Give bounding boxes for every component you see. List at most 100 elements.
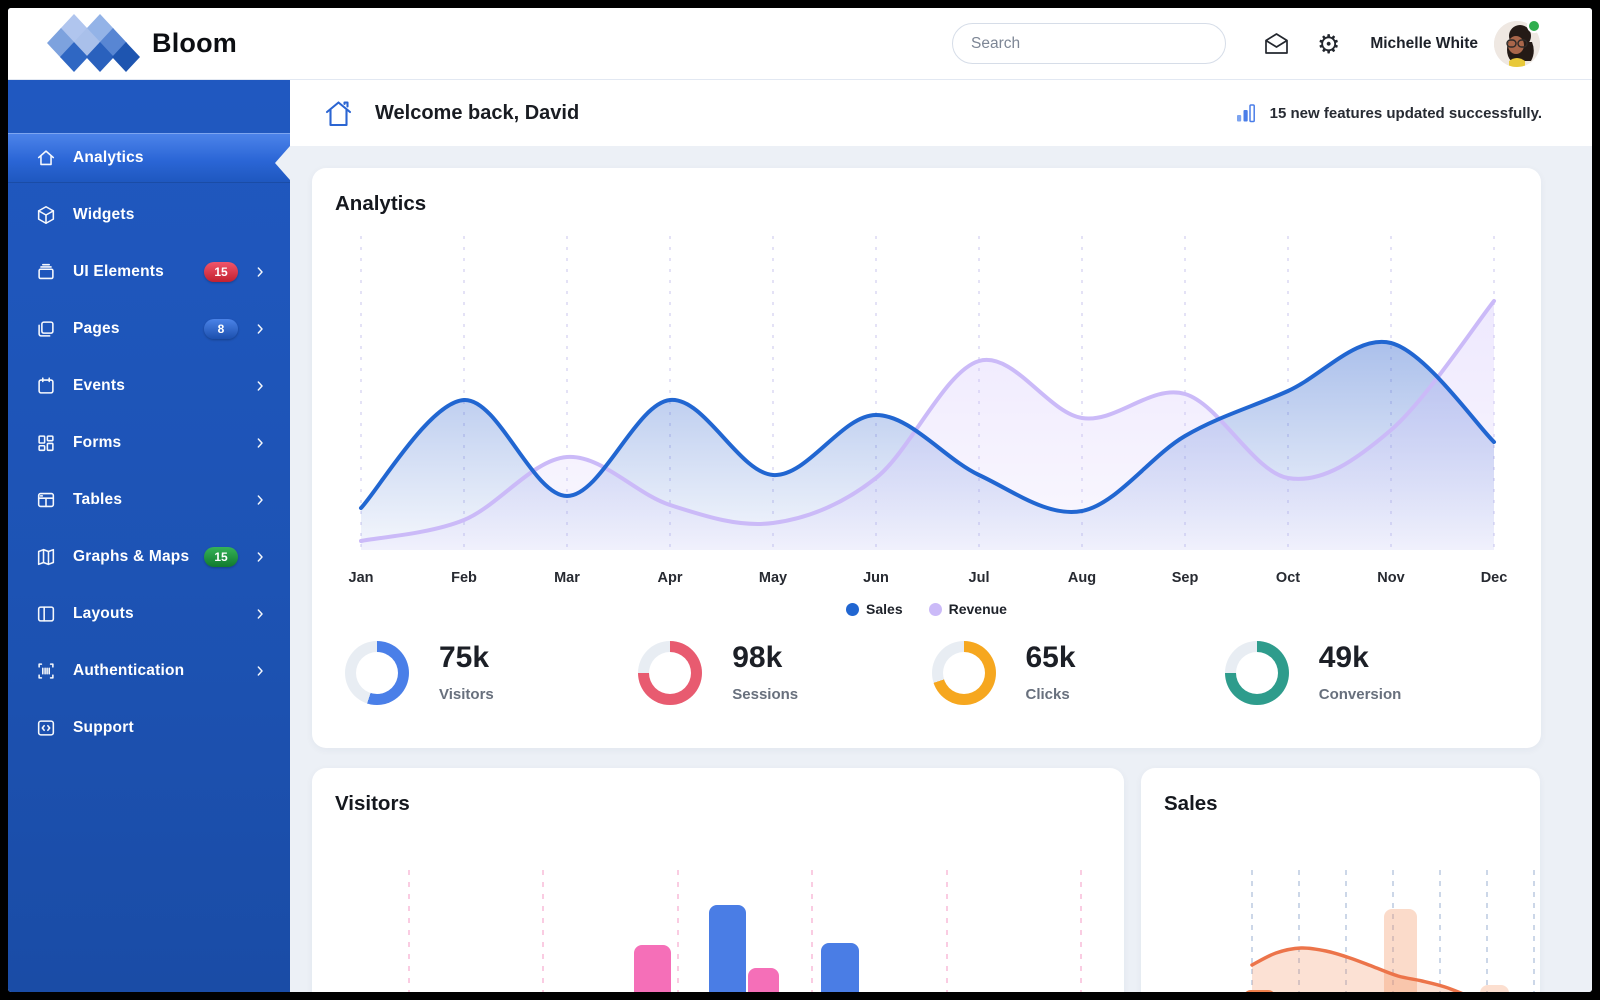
stat-label: Visitors [439, 686, 494, 703]
x-tick-label: Feb [451, 570, 477, 586]
chevron-right-icon [252, 378, 268, 394]
sidebar-item-label: Analytics [73, 148, 144, 166]
stat-clicks: 65k Clicks [931, 641, 1225, 705]
layout-icon [35, 603, 57, 625]
sales-card-title: Sales [1164, 792, 1218, 815]
visitors-card: Visitors [312, 768, 1124, 992]
count-badge: 8 [204, 318, 238, 339]
analytics-card: Analytics Jan Feb Mar Apr May Jun Jul Aug Sep Oct… [312, 168, 1541, 748]
sales-card: Sales [1141, 768, 1540, 992]
chevron-right-icon [252, 492, 268, 508]
visitors-bar-chart [408, 870, 1082, 992]
legend-label: Revenue [948, 601, 1007, 617]
donut-chart [1224, 641, 1289, 705]
avatar[interactable] [1494, 18, 1541, 67]
x-tick-label: Dec [1480, 570, 1508, 586]
legend-item-sales[interactable]: Sales [846, 601, 903, 617]
brand-name: Bloom [152, 28, 237, 58]
search-input[interactable] [952, 23, 1227, 64]
stat-label: Clicks [1025, 686, 1070, 703]
code-icon [35, 717, 57, 739]
sidebar-item-label: Tables [73, 490, 123, 508]
chevron-right-icon [252, 606, 268, 622]
visitors-card-title: Visitors [335, 792, 410, 815]
x-tick-label: Oct [1275, 570, 1301, 586]
sidebar-item-label: Events [73, 376, 126, 394]
sidebar-item-label: Layouts [73, 604, 134, 622]
sidebar-item-layouts[interactable]: Layouts [8, 585, 290, 642]
user-name[interactable]: Michelle White [1370, 34, 1478, 52]
sidebar-item-ui-elements[interactable]: UI Elements 15 [8, 243, 290, 300]
x-tick-label: Jul [968, 570, 990, 586]
sidebar-item-label: UI Elements [73, 262, 164, 280]
count-badge: 15 [204, 546, 238, 567]
welcome-bar: Welcome back, David 15 new features upda… [290, 80, 1592, 146]
sidebar-nav: Analytics Widgets UI Elements 15 Pages 8 Event… [8, 132, 290, 757]
home-icon [325, 100, 352, 126]
donut-chart [638, 641, 703, 705]
legend-label: Sales [866, 601, 903, 617]
chart-legend: Sales Revenue [335, 601, 1518, 617]
brand-logo[interactable]: Bloom [36, 13, 237, 75]
x-tick-label: May [758, 570, 788, 586]
forms-icon [35, 432, 57, 454]
page-title: Welcome back, David [375, 101, 580, 124]
status-message: 15 new features updated successfully. [1269, 104, 1542, 122]
donut-chart [931, 641, 996, 705]
sidebar-item-label: Authentication [73, 661, 185, 679]
topbar: Bloom ⚙ Michelle White [8, 8, 1592, 80]
pages-icon [35, 318, 57, 340]
chevron-right-icon [252, 321, 268, 337]
stats-row: 75k Visitors 98k Sessions 65k Clicks 49k Conver… [335, 641, 1518, 705]
sales-area-chart [1245, 870, 1535, 992]
map-icon [35, 546, 57, 568]
sidebar-item-support[interactable]: Support [8, 699, 290, 756]
stat-value: 75k [439, 641, 490, 674]
x-tick-label: Jun [863, 570, 889, 586]
active-item-pointer [275, 146, 290, 180]
sidebar-item-label: Graphs & Maps [73, 547, 190, 565]
sidebar-item-authentication[interactable]: Authentication [8, 642, 290, 699]
chevron-right-icon [252, 549, 268, 565]
chevron-right-icon [252, 264, 268, 280]
x-tick-label: Mar [554, 570, 580, 586]
bloom-logo-icon [47, 13, 140, 72]
sidebar-item-label: Forms [73, 433, 122, 451]
sidebar-item-label: Pages [73, 319, 120, 337]
table-icon [35, 489, 57, 511]
stat-value: 49k [1318, 641, 1369, 674]
stat-value: 65k [1025, 641, 1076, 674]
stat-label: Conversion [1318, 686, 1402, 703]
sidebar-item-analytics[interactable]: Analytics [8, 132, 290, 183]
online-status-dot [1527, 18, 1541, 33]
sidebar-item-tables[interactable]: Tables [8, 471, 290, 528]
chevron-right-icon [252, 435, 268, 451]
sidebar: Analytics Widgets UI Elements 15 Pages 8 Event… [8, 80, 290, 992]
stat-visitors: 75k Visitors [345, 641, 638, 705]
legend-dot [846, 602, 860, 616]
mail-icon[interactable] [1262, 31, 1291, 56]
x-tick-label: Jan [348, 570, 374, 586]
legend-dot [928, 602, 942, 616]
sidebar-item-graphs-maps[interactable]: Graphs & Maps 15 [8, 528, 290, 585]
analytics-chart-svg [359, 236, 1496, 550]
gear-icon[interactable]: ⚙ [1317, 28, 1341, 59]
x-tick-label: Nov [1377, 570, 1405, 586]
analytics-card-title: Analytics [335, 192, 427, 215]
legend-item-revenue[interactable]: Revenue [928, 601, 1007, 617]
app-window: Bloom ⚙ Michelle White [8, 8, 1592, 992]
donut-chart [345, 641, 409, 705]
sidebar-item-events[interactable]: Events [8, 357, 290, 414]
x-tick-label: Aug [1067, 570, 1097, 586]
count-badge: 15 [204, 261, 238, 282]
sidebar-item-label: Support [73, 718, 134, 736]
home-icon [35, 147, 57, 169]
stat-value: 98k [732, 641, 783, 674]
sidebar-item-forms[interactable]: Forms [8, 414, 290, 471]
sidebar-item-widgets[interactable]: Widgets [8, 186, 290, 243]
stat-conversion: 49k Conversion [1224, 641, 1518, 705]
sidebar-item-pages[interactable]: Pages 8 [8, 300, 290, 357]
chevron-right-icon [252, 663, 268, 679]
main-content: Welcome back, David 15 new features upda… [275, 80, 1592, 992]
x-axis-labels: Jan Feb Mar Apr May Jun Jul Aug Sep Oct Nov Dec [335, 570, 1518, 592]
